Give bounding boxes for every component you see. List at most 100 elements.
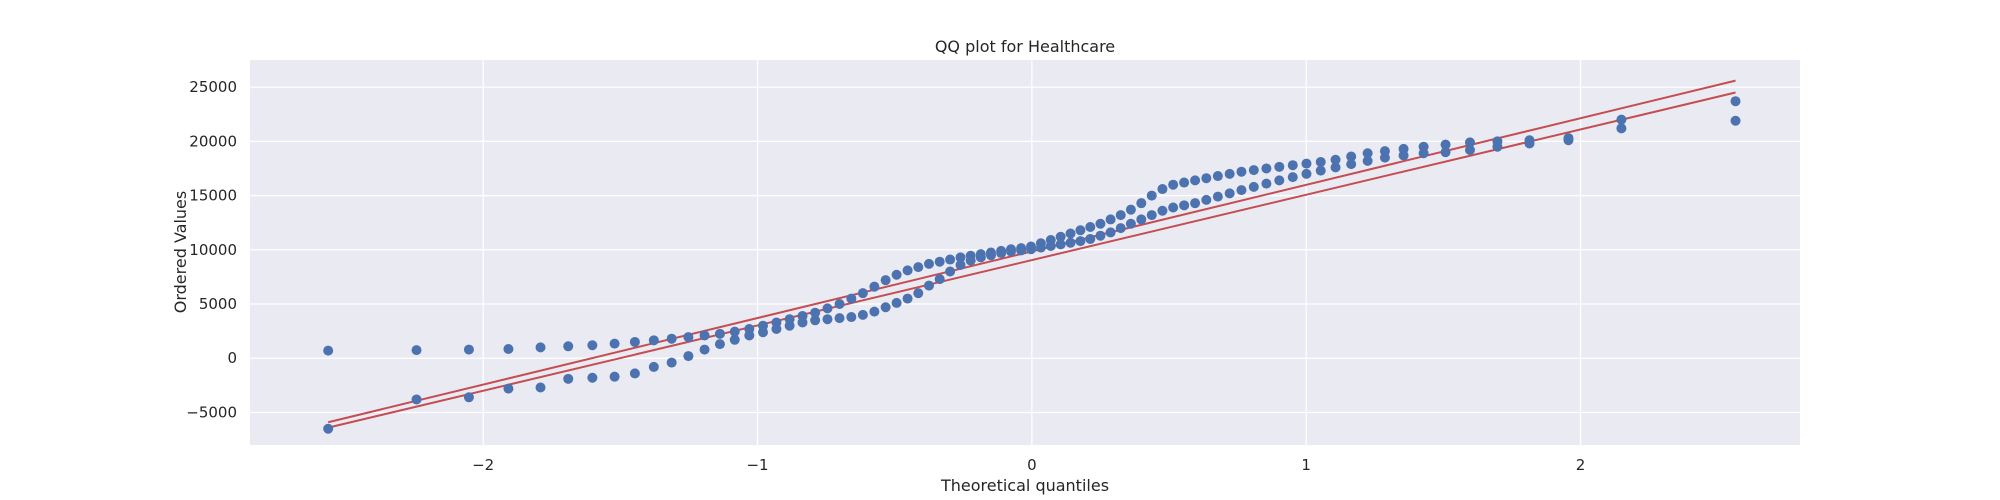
data-point (1065, 237, 1076, 248)
data-point (945, 254, 956, 265)
data-point (1287, 160, 1298, 171)
data-point (1168, 202, 1179, 213)
data-point (1201, 194, 1212, 205)
data-point (1105, 227, 1116, 238)
data-point (1075, 236, 1086, 247)
data-point (891, 297, 902, 308)
data-point (1212, 191, 1223, 202)
data-point (1248, 165, 1259, 176)
data-point (822, 303, 833, 314)
data-point (1418, 148, 1429, 159)
data-point (714, 339, 725, 350)
data-point (797, 317, 808, 328)
y-tick-label: 15000 (189, 187, 237, 205)
data-point (729, 334, 740, 345)
chart-title: QQ plot for Healthcare (935, 37, 1115, 56)
data-point (1115, 223, 1126, 234)
data-point (1730, 115, 1741, 126)
data-point (834, 313, 845, 324)
data-point (1301, 168, 1312, 179)
data-point (1287, 172, 1298, 183)
data-point (323, 345, 334, 356)
data-point (563, 373, 574, 384)
data-point (1315, 156, 1326, 167)
data-point (1115, 210, 1126, 221)
data-point (1492, 141, 1503, 152)
y-tick-label: 20000 (189, 132, 237, 150)
data-point (587, 372, 598, 383)
data-point (1398, 150, 1409, 161)
data-point (683, 351, 694, 362)
data-point (902, 265, 913, 276)
data-point (1168, 179, 1179, 190)
data-point (1105, 214, 1116, 225)
data-point (1563, 135, 1574, 146)
data-point (744, 330, 755, 341)
data-point (1179, 177, 1190, 188)
x-tick-label: −2 (472, 456, 494, 474)
data-point (666, 357, 677, 368)
data-point (880, 302, 891, 313)
data-point (1190, 198, 1201, 209)
data-point (1125, 218, 1136, 229)
y-axis-label: Ordered Values (171, 191, 190, 313)
data-point (965, 255, 976, 266)
data-point (1379, 152, 1390, 163)
data-point (934, 274, 945, 285)
data-point (1095, 218, 1106, 229)
data-point (609, 338, 620, 349)
x-tick-label: 1 (1301, 456, 1311, 474)
x-tick-label: −1 (746, 456, 768, 474)
data-point (683, 332, 694, 343)
data-point (503, 383, 514, 394)
data-point (834, 299, 845, 310)
data-point (784, 320, 795, 331)
data-point (1136, 198, 1147, 209)
data-point (955, 252, 966, 263)
data-point (1006, 246, 1017, 257)
data-point (771, 323, 782, 334)
data-point (563, 341, 574, 352)
data-point (923, 280, 934, 291)
data-point (1065, 228, 1076, 239)
data-point (1330, 162, 1341, 173)
data-point (1224, 168, 1235, 179)
data-point (810, 307, 821, 318)
data-point (1125, 204, 1136, 215)
y-tick-label: 5000 (199, 295, 237, 313)
data-point (1616, 123, 1627, 134)
data-point (629, 336, 640, 347)
data-point (1190, 175, 1201, 186)
data-point (891, 269, 902, 280)
data-point (729, 326, 740, 337)
data-point (1201, 173, 1212, 184)
data-point (1464, 137, 1475, 148)
data-point (1045, 240, 1056, 251)
data-point (869, 306, 880, 317)
y-tick-label: −5000 (186, 403, 237, 421)
data-point (411, 394, 422, 405)
data-point (699, 330, 710, 341)
data-point (996, 248, 1007, 259)
data-point (1075, 225, 1086, 236)
data-point (1274, 161, 1285, 172)
data-point (1440, 139, 1451, 150)
data-point (955, 259, 966, 270)
data-point (1095, 230, 1106, 241)
data-point (666, 333, 677, 344)
data-point (1315, 165, 1326, 176)
data-point (1157, 205, 1168, 216)
data-point (1301, 158, 1312, 169)
data-point (1136, 214, 1147, 225)
data-point (1730, 96, 1741, 107)
data-point (913, 262, 924, 273)
data-point (857, 309, 868, 320)
data-point (503, 344, 514, 355)
data-point (945, 266, 956, 277)
data-point (699, 344, 710, 355)
data-point (1146, 190, 1157, 201)
data-point (923, 258, 934, 269)
data-point (1274, 175, 1285, 186)
data-point (1055, 231, 1066, 242)
